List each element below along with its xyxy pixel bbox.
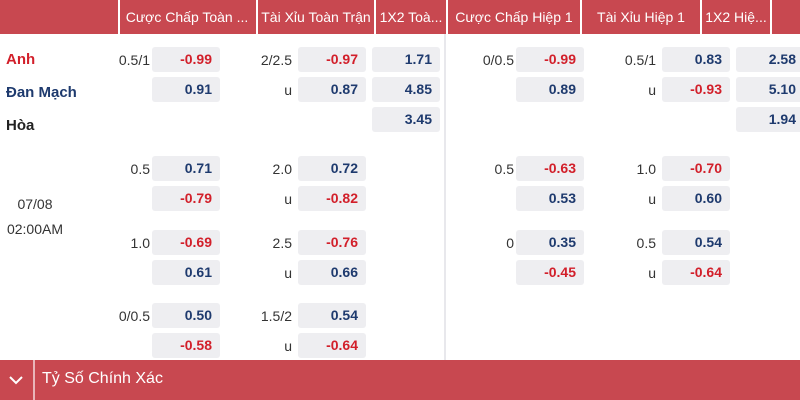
h1-ou-line: 0.5/1 [624,52,656,68]
odds-button[interactable]: 0.71 [152,156,220,181]
odds-button[interactable]: 0.91 [152,77,220,102]
chevron-down-icon[interactable] [6,370,26,390]
odds-button[interactable]: -0.99 [516,47,584,72]
h1-ou-line: 1.0 [636,161,656,177]
odds-button-1x2[interactable]: 1.94 [736,107,800,132]
h1-ou-under-label: u [648,82,656,98]
odds-button[interactable]: -0.97 [298,47,366,72]
odds-button-1x2[interactable]: 1.71 [372,47,440,72]
team-home: Anh [6,51,36,68]
odds-button-1x2[interactable]: 2.58 [736,47,800,72]
odds-button[interactable]: -0.64 [298,333,366,358]
header-divider [770,0,772,34]
header-divider [374,0,376,34]
ft-ou-line: 1.5/2 [260,308,292,324]
odds-button[interactable]: -0.63 [516,156,584,181]
header-divider [118,0,120,34]
odds-button[interactable]: 0.61 [152,260,220,285]
ft-ou-under-label: u [284,191,292,207]
odds-button[interactable]: -0.93 [662,77,730,102]
odds-button[interactable]: -0.64 [662,260,730,285]
team-away: Đan Mạch [6,84,77,101]
odds-button[interactable]: 0.60 [662,186,730,211]
h1-ou-line: 0.5 [636,235,656,251]
odds-button[interactable]: -0.70 [662,156,730,181]
ft-handicap-line: 0.5 [130,161,150,177]
ft-handicap-line: 0/0.5 [118,308,150,324]
odds-button-1x2[interactable]: 4.85 [372,77,440,102]
odds-button[interactable]: -0.79 [152,186,220,211]
match-time: 02:00AM [6,221,64,237]
match-date: 07/08 [17,196,53,212]
odds-button[interactable]: 0.54 [298,303,366,328]
ft-ou-line: 2.0 [272,161,292,177]
header-ft-over-under[interactable]: Tài Xỉu Toàn Trận [261,9,371,25]
odds-button[interactable]: -0.82 [298,186,366,211]
header-ft-handicap[interactable]: Cược Chấp Toàn ... [125,9,249,25]
ft-ou-under-label: u [284,338,292,354]
odds-button[interactable]: 0.89 [516,77,584,102]
odds-button-1x2[interactable]: 3.45 [372,107,440,132]
footer-divider [33,360,35,400]
ft-ou-under-label: u [284,265,292,281]
h1-handicap-line: 0 [506,235,514,251]
odds-button[interactable]: -0.45 [516,260,584,285]
odds-button-1x2[interactable]: 5.10 [736,77,800,102]
header-h1-1x2[interactable]: 1X2 Hiệ... [705,9,767,25]
header-divider [256,0,258,34]
correct-score-bar[interactable]: Tỷ Số Chính Xác [0,360,800,400]
h1-handicap-line: 0/0.5 [482,52,514,68]
header-ft-1x2[interactable]: 1X2 Toà... [379,9,443,25]
h1-ou-under-label: u [648,265,656,281]
header-divider [580,0,582,34]
header-divider [700,0,702,34]
correct-score-title: Tỷ Số Chính Xác [42,370,163,387]
ft-ou-line: 2.5 [272,235,292,251]
market-header: Cược Chấp Toàn ... Tài Xỉu Toàn Trận 1X2… [0,0,800,34]
header-h1-handicap[interactable]: Cược Chấp Hiệp 1 [455,9,573,25]
h1-handicap-line: 0.5 [494,161,514,177]
odds-button[interactable]: 0.54 [662,230,730,255]
odds-button[interactable]: 0.53 [516,186,584,211]
odds-button[interactable]: 0.50 [152,303,220,328]
ft-handicap-line: 0.5/1 [118,52,150,68]
odds-button[interactable]: 0.72 [298,156,366,181]
odds-button[interactable]: 0.87 [298,77,366,102]
odds-button[interactable]: -0.76 [298,230,366,255]
team-draw: Hòa [6,117,35,134]
header-divider [446,0,448,34]
header-h1-over-under[interactable]: Tài Xỉu Hiệp 1 [597,9,685,25]
odds-button[interactable]: 0.66 [298,260,366,285]
odds-button[interactable]: 0.35 [516,230,584,255]
h1-ou-under-label: u [648,191,656,207]
odds-button[interactable]: -0.99 [152,47,220,72]
half-divider [444,34,446,360]
odds-button[interactable]: -0.58 [152,333,220,358]
odds-button[interactable]: 0.83 [662,47,730,72]
ft-handicap-line: 1.0 [130,235,150,251]
ft-ou-line: 2/2.5 [260,52,292,68]
ft-ou-under-label: u [284,82,292,98]
odds-button[interactable]: -0.69 [152,230,220,255]
